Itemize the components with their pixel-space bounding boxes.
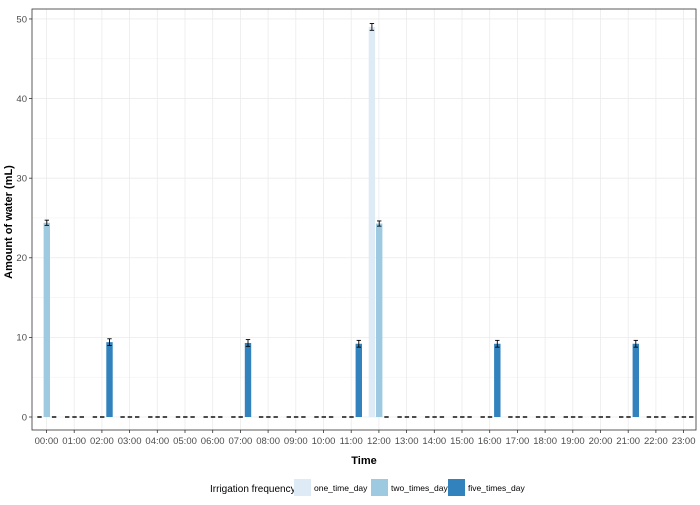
y-tick-label: 30 (16, 173, 27, 184)
bars (43, 26, 639, 417)
y-tick-label: 20 (16, 253, 27, 264)
y-tick-label: 10 (16, 333, 27, 344)
bar-five_times_day-21:00 (632, 343, 639, 417)
x-tick-label: 22:00 (644, 436, 668, 447)
legend-label-one_time_day: one_time_day (314, 483, 368, 493)
x-tick-label: 13:00 (395, 436, 419, 447)
x-tick-label: 00:00 (35, 436, 59, 447)
y-axis: 0 10 20 30 40 50 (16, 14, 32, 423)
x-tick-label: 23:00 (672, 436, 696, 447)
x-tick-label: 20:00 (589, 436, 613, 447)
plot-panel-border (31, 8, 697, 431)
bar-five_times_day-02:00 (106, 342, 113, 417)
x-tick-label: 07:00 (229, 436, 253, 447)
x-tick-label: 03:00 (118, 436, 142, 447)
legend-title: Irrigation frequency (210, 484, 296, 495)
x-tick-label: 05:00 (173, 436, 197, 447)
x-axis-title: Time (351, 455, 376, 467)
legend-key-one_time_day (294, 479, 311, 496)
x-tick-label: 10:00 (312, 436, 336, 447)
x-tick-label: 02:00 (90, 436, 114, 447)
bar-five_times_day-11:00 (355, 343, 362, 417)
x-tick-label: 12:00 (367, 436, 391, 447)
x-axis: 00:00 01:00 02:00 03:00 04:00 05:00 06:00 07:00… (35, 430, 696, 447)
x-tick-label: 01:00 (62, 436, 86, 447)
x-tick-label: 17:00 (506, 436, 530, 447)
bar-five_times_day-16:00 (494, 343, 501, 417)
x-tick-label: 16:00 (478, 436, 502, 447)
x-tick-label: 21:00 (616, 436, 640, 447)
y-axis-title: Amount of water (mL) (3, 165, 15, 279)
x-tick-label: 11:00 (340, 436, 363, 447)
y-tick-label: 0 (22, 412, 27, 423)
legend-label-five_times_day: five_times_day (468, 483, 525, 493)
legend-key-two_times_day (371, 479, 388, 496)
x-tick-label: 06:00 (201, 436, 225, 447)
grid (32, 9, 696, 430)
legend: Irrigation frequency one_time_day two_tim… (210, 479, 525, 496)
x-tick-label: 14:00 (422, 436, 446, 447)
bar-two_times_day-12:00 (376, 223, 383, 417)
x-tick-label: 18:00 (533, 436, 557, 447)
y-tick-label: 40 (16, 94, 27, 105)
error-bars (44, 23, 638, 348)
y-tick-label: 50 (16, 14, 27, 25)
legend-label-two_times_day: two_times_day (391, 483, 448, 493)
x-tick-label: 04:00 (145, 436, 169, 447)
x-tick-label: 08:00 (256, 436, 280, 447)
bar-two_times_day-00:00 (43, 222, 50, 417)
x-tick-label: 15:00 (450, 436, 474, 447)
bar-five_times_day-07:00 (244, 342, 252, 417)
x-tick-label: 09:00 (284, 436, 308, 447)
legend-key-five_times_day (448, 479, 465, 496)
bar-one_time_day-12:00 (368, 26, 376, 417)
x-tick-label: 19:00 (561, 436, 585, 447)
